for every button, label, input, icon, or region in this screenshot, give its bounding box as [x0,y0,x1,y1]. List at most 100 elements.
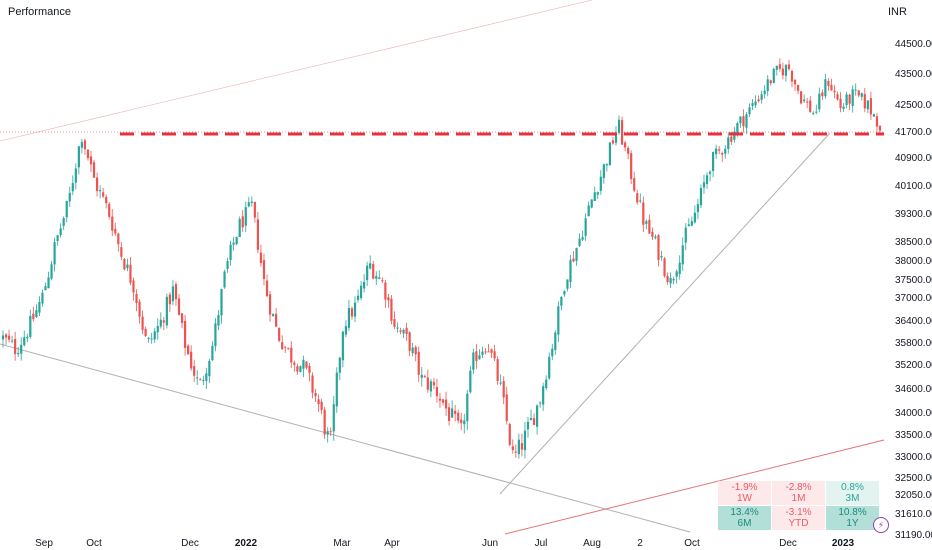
candle-body [557,306,560,335]
candle-body [326,431,329,435]
candle-body [199,379,202,381]
candle-body [38,301,41,313]
candle-body [335,372,338,407]
candle-body [545,379,548,388]
candle-body [839,98,842,108]
candle-body [144,328,147,337]
candle-body [566,279,569,289]
candle-body [596,192,599,195]
candle-body [372,263,375,279]
candle-body [666,275,669,283]
candle-body [526,421,530,430]
y-tick-label: 35800.00 [895,338,932,349]
candle-body [784,65,788,76]
candle-body [350,308,354,317]
x-tick-label: Jul [535,538,548,549]
perf-cell-1w[interactable]: -1.9% 1W [718,481,771,505]
candle-body [183,321,187,348]
candle-body [62,217,65,226]
candle-body [123,259,126,270]
perf-cell-1m[interactable]: -2.8% 1M [772,481,825,505]
candle-body [454,410,457,414]
candle-body [508,423,511,445]
candle-body [742,116,745,127]
candle-body [114,228,117,234]
candle-body [654,236,657,239]
candle-body [584,218,587,236]
candle-body [851,89,854,106]
candle-body [20,344,23,354]
y-tick-label: 41700.00 [895,127,932,138]
candle-body [89,156,93,165]
candle-body [111,216,114,231]
candle-body [821,92,824,97]
candle-body [438,398,442,401]
candle-body [614,132,618,143]
candle-body [126,264,129,269]
candle-body [293,362,296,365]
perf-cell-6m[interactable]: 13.4% 6M [718,506,771,530]
candle-body [275,313,278,327]
candle-body [205,373,208,381]
perf-cell-1y[interactable]: 10.8% 1Y [826,506,879,530]
candle-body [17,352,20,355]
candle-body [268,294,272,315]
candle-body [514,451,517,453]
candle-body [211,345,214,361]
candle-body [344,326,348,335]
x-tick-label: Jun [482,538,498,549]
candle-body [41,292,44,304]
candle-body [696,204,700,213]
perf-cell-3m[interactable]: 0.8% 3M [826,481,879,505]
candle-body [44,286,47,291]
candle-body [599,176,602,191]
candle-body [23,337,26,346]
y-tick-label: 43500.00 [895,69,932,80]
candle-body [435,386,439,397]
candle-body [71,183,74,192]
candle-body [472,352,475,370]
candle-body [402,329,405,334]
candle-body [95,177,99,192]
candle-body [341,331,344,361]
candle-body [290,347,293,363]
candle-body [806,101,809,103]
performance-widget: -1.9% 1W -2.8% 1M 0.8% 3M 13.4% 6M -3.1% YTD … [718,481,879,530]
candle-body [232,242,235,245]
perf-cell-ytd[interactable]: -3.1% YTD [772,506,825,530]
candle-body [393,319,396,327]
candle-body [857,90,860,96]
candle-body [499,382,502,384]
candle-body [830,84,833,91]
y-tick-label: 33000.00 [895,452,932,463]
candle-body [135,293,138,304]
y-tick-label: 40100.00 [895,181,932,192]
lightning-icon[interactable]: ⚡ [873,517,889,533]
candle-body [320,401,323,410]
candle-body [7,335,11,340]
candle-body [551,348,554,357]
candle-body [878,125,882,131]
candle-body [220,289,223,316]
candle-body [790,70,794,82]
candle-body [760,94,763,100]
candle-body [256,219,260,250]
candle-body [332,404,335,432]
candle-body [724,148,727,154]
candle-body [384,282,387,300]
candle-body [451,408,454,418]
candle-body [287,347,290,349]
y-axis: 44500.00 43500.00 42500.00 41700.00 40900.00… [895,39,932,541]
candle-body [138,301,141,317]
candle-body [369,263,372,269]
candle-body [420,374,423,378]
candle-body [827,81,830,86]
candle-body [329,431,332,433]
candle-body [845,94,848,106]
candle-body [356,295,360,300]
candle-body [244,207,247,226]
candle-body [4,334,8,338]
candle-body [848,94,851,104]
x-tick-label: Apr [384,538,400,549]
